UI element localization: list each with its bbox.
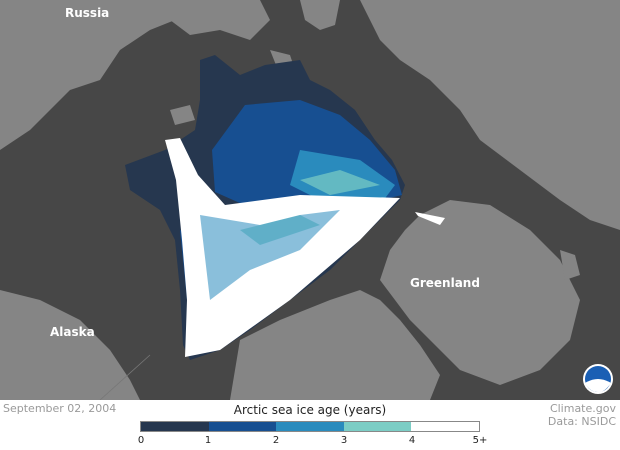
credit-data-source: Data: NSIDC bbox=[547, 415, 616, 428]
legend-swatch-3-4 bbox=[343, 422, 412, 431]
land bbox=[0, 0, 620, 400]
label-russia: Russia bbox=[65, 6, 110, 20]
alaska bbox=[0, 290, 140, 400]
legend-tick: 1 bbox=[204, 435, 212, 446]
legend-swatch-0-1 bbox=[141, 422, 209, 431]
color-legend bbox=[140, 421, 480, 432]
legend-tick: 4 bbox=[408, 435, 416, 446]
legend-title: Arctic sea ice age (years) bbox=[233, 403, 387, 417]
label-alaska: Alaska bbox=[50, 325, 95, 339]
legend-tick: 5+ bbox=[472, 435, 488, 446]
noaa-logo bbox=[583, 364, 613, 394]
credit-climate-gov: Climate.gov bbox=[549, 402, 616, 415]
legend-swatch-2-3 bbox=[276, 422, 344, 431]
boundary-line bbox=[99, 354, 151, 400]
legend-tick: 2 bbox=[272, 435, 280, 446]
ice-fragment bbox=[415, 212, 445, 225]
legend-tick: 3 bbox=[340, 435, 348, 446]
russia-land bbox=[0, 0, 180, 150]
legend-swatch-1-2 bbox=[208, 422, 277, 431]
arctic-islands bbox=[170, 0, 340, 125]
small-island bbox=[560, 250, 580, 280]
ice-age-1-2 bbox=[180, 100, 402, 330]
legend-swatch-5plus bbox=[411, 422, 479, 431]
sea-ice-map bbox=[0, 0, 620, 400]
canadian-archipelago bbox=[230, 290, 440, 400]
ice-mixed bbox=[200, 210, 340, 300]
russia-islands bbox=[150, 0, 270, 40]
legend-tick: 0 bbox=[137, 435, 145, 446]
greenland bbox=[380, 200, 580, 385]
sea-ice bbox=[125, 55, 445, 360]
date-label: September 02, 2004 bbox=[3, 402, 117, 415]
label-greenland: Greenland bbox=[410, 276, 480, 290]
europe-land bbox=[360, 0, 620, 230]
